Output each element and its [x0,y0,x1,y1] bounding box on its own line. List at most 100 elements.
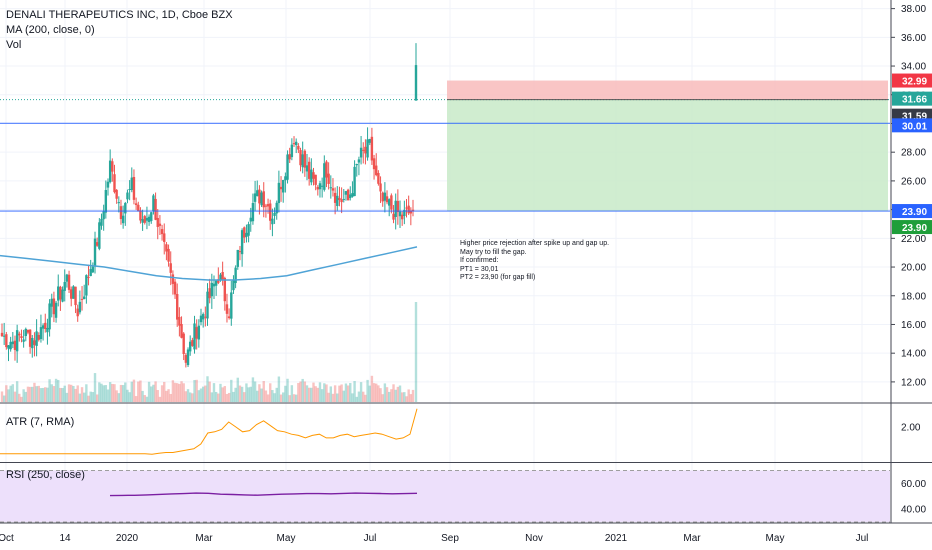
volume-bar [137,381,140,402]
candle-body [98,222,101,249]
candle-body [234,267,237,284]
volume-bar [407,389,410,402]
candle-body [329,187,332,189]
volume-bar [366,379,369,402]
price-tag-label: 31.59 [902,112,927,123]
volume-bar [195,379,198,402]
trade-annotation[interactable]: Higher price rejection after spike up an… [460,240,610,282]
price-tag-label: 23.90 [902,207,927,218]
volume-bar [312,382,315,402]
candle-body [240,230,244,255]
target-zone [447,99,888,212]
time-axis[interactable]: Oct 14 2020 Mar May Jul Sep Nov 2021 Mar May Jul [0,533,868,544]
volume-bar [301,378,304,402]
candle-body [48,303,51,330]
time-tick-label: May [277,533,296,544]
candle-body [108,160,112,183]
volume-bars [0,302,418,402]
time-tick-label: Mar [683,533,701,544]
candle-body [158,223,162,226]
volume-bar [351,393,354,402]
volume-bar [191,393,194,402]
candle-body [288,154,291,160]
volume-bar [336,393,339,402]
volume-bar [184,391,188,402]
candle-body [279,186,283,190]
volume-bar [307,387,311,402]
candle-body [400,214,404,220]
volume-bar [232,391,235,402]
candle-body [126,192,129,200]
volume-bar [41,387,45,402]
position-zones[interactable] [0,80,890,212]
candle-body [76,308,79,317]
volume-bar [277,376,281,402]
volume-bar [15,381,19,402]
candle-body [83,296,86,300]
candle-body [104,190,108,213]
price-axes[interactable]: 38.0036.0034.0032.0030.0028.0026.0024.00… [0,0,932,524]
volume-bar [106,389,110,402]
volume-bar [338,385,341,402]
price-tick-label: 34.00 [901,62,926,73]
candle-body [238,251,242,253]
candle-body [178,316,181,326]
volume-bar [201,386,205,402]
time-tick-label: 2020 [116,533,139,544]
candle-body [85,275,88,296]
candle-body [409,210,413,214]
candle-body [217,279,220,283]
volume-bar [152,384,155,402]
candle-body [292,143,296,145]
candle-body [143,216,146,223]
candle-body [297,145,300,150]
volume-bar [260,388,263,402]
candle-body [318,183,322,190]
volume-bar [204,385,207,402]
volume-bar [24,391,27,402]
volume-bar [258,384,261,402]
candle-body [100,218,103,226]
candle-body [70,289,73,299]
candle-body [314,174,317,185]
volume-bar [368,385,371,402]
volume-bar [219,383,222,402]
candle-body [312,172,315,179]
candle-body [327,173,330,184]
volume-bar [266,394,270,402]
horizontal-levels[interactable] [0,122,890,212]
rsi-legend: RSI (250, close) [6,469,85,481]
volume-bar [0,391,4,402]
volume-bar [262,381,265,402]
volume-bar [169,393,172,402]
volume-bar [251,377,255,402]
price-tick-label: 18.00 [901,291,926,302]
volume-bar [364,394,367,402]
candle-body [13,340,17,350]
volume-bar [102,385,105,402]
candle-body [379,183,382,192]
candle-body [277,182,281,204]
candle-body [95,242,99,246]
volume-bar [93,373,97,402]
atr-tick-label: 2.00 [901,422,921,433]
volume-bar [72,385,75,402]
rsi-tick-label: 40.00 [901,505,926,516]
price-tag-label: 31.66 [902,95,927,106]
volume-bar [80,387,84,402]
volume-bar [342,390,345,402]
volume-bar [167,389,170,402]
volume-bar [83,392,86,402]
volume-bar [22,389,25,402]
candle-body [7,345,10,349]
volume-bar [325,384,328,402]
candle-body [145,217,149,221]
candle-body [388,199,391,206]
volume-bar [264,390,268,402]
volume-bar [316,387,320,402]
candle-body [35,331,38,346]
volume-bar [117,393,121,402]
candle-body [169,263,172,273]
candle-body [258,189,261,204]
